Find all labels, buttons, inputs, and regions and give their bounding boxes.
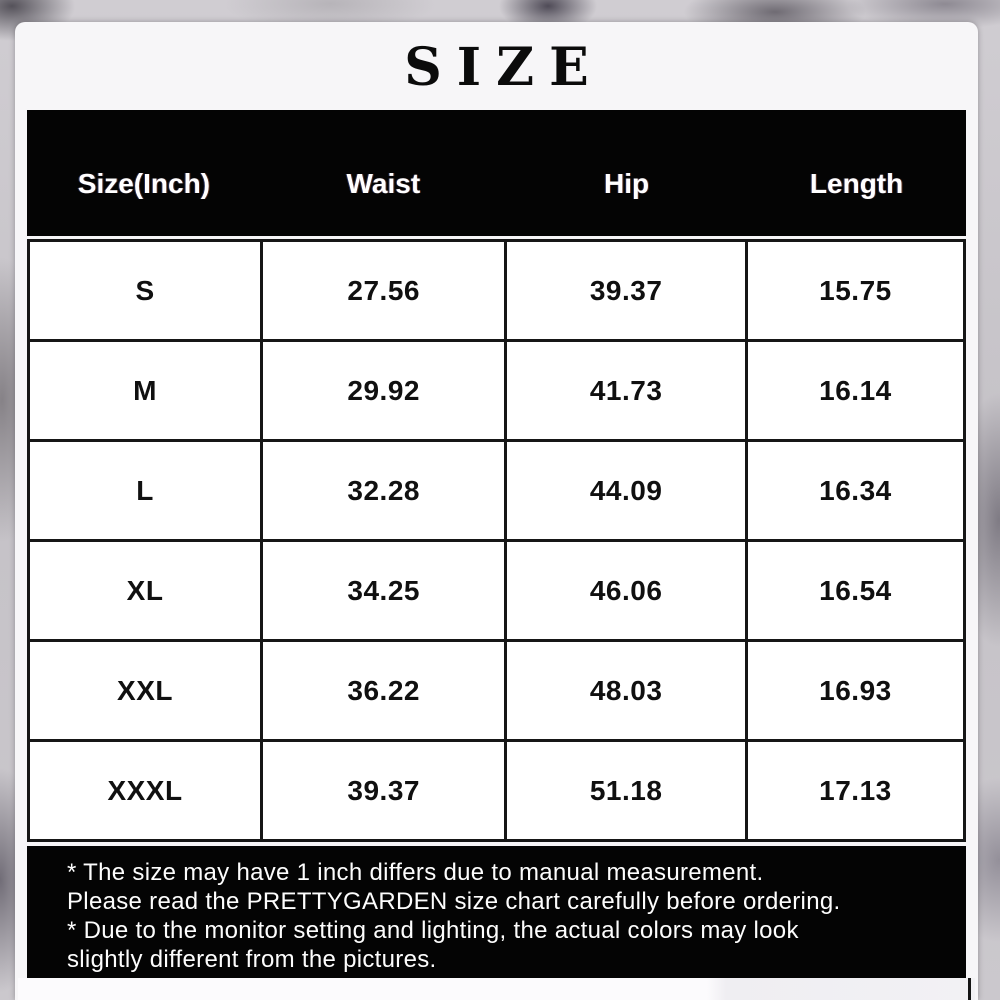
page-title: SIZE (404, 37, 604, 98)
column-header-waist: Waist (346, 168, 421, 199)
size-chart-table: S 27.56 39.37 15.75 M 29.92 41.73 16.14 … (26, 239, 967, 842)
footer-note: * The size may have 1 inch differs due t… (27, 846, 966, 981)
table-row-xxl: XXL 36.22 48.03 16.93 (26, 639, 967, 742)
card-edge-line (968, 978, 971, 1000)
hip-cell: 44.09 (504, 439, 748, 542)
hip-cell: 51.18 (504, 739, 748, 842)
column-header-size: Size(Inch) (77, 168, 211, 199)
size-cell: S (26, 239, 264, 342)
size-chart-card: SIZE Size(Inch) Waist Hip Length S 27.56… (15, 22, 978, 1000)
table-row-s: S 27.56 39.37 15.75 (26, 239, 967, 342)
size-cell: L (26, 439, 264, 542)
length-cell: 16.34 (744, 439, 967, 542)
length-cell: 16.54 (744, 539, 967, 642)
column-header-length: Length (809, 168, 904, 199)
length-cell: 17.13 (744, 739, 967, 842)
table-row-l: L 32.28 44.09 16.34 (26, 439, 967, 542)
card-bottom-strip (18, 978, 975, 1000)
footer-line-1: * The size may have 1 inch differs due t… (67, 859, 764, 886)
waist-cell: 39.37 (260, 739, 508, 842)
size-cell: XXXL (26, 739, 264, 842)
footer-line-3: * Due to the monitor setting and lightin… (67, 917, 799, 944)
hip-cell: 41.73 (504, 339, 748, 442)
size-cell: XL (26, 539, 264, 642)
footer-line-4: slightly different from the pictures. (67, 946, 437, 973)
length-cell: 16.14 (744, 339, 967, 442)
waist-cell: 34.25 (260, 539, 508, 642)
waist-cell: 36.22 (260, 639, 508, 742)
hip-cell: 48.03 (504, 639, 748, 742)
hip-cell: 39.37 (504, 239, 748, 342)
waist-cell: 32.28 (260, 439, 508, 542)
hip-cell: 46.06 (504, 539, 748, 642)
size-cell: M (26, 339, 264, 442)
waist-cell: 27.56 (260, 239, 508, 342)
table-row-xxxl: XXXL 39.37 51.18 17.13 (26, 739, 967, 842)
length-cell: 16.93 (744, 639, 967, 742)
footer-line-2: Please read the PRETTYGARDEN size chart … (67, 888, 841, 915)
table-header-row: Size(Inch) Waist Hip Length (27, 110, 966, 236)
size-cell: XXL (26, 639, 264, 742)
waist-cell: 29.92 (260, 339, 508, 442)
column-header-hip: Hip (603, 168, 650, 199)
table-row-xl: XL 34.25 46.06 16.54 (26, 539, 967, 642)
table-row-m: M 29.92 41.73 16.14 (26, 339, 967, 442)
length-cell: 15.75 (744, 239, 967, 342)
